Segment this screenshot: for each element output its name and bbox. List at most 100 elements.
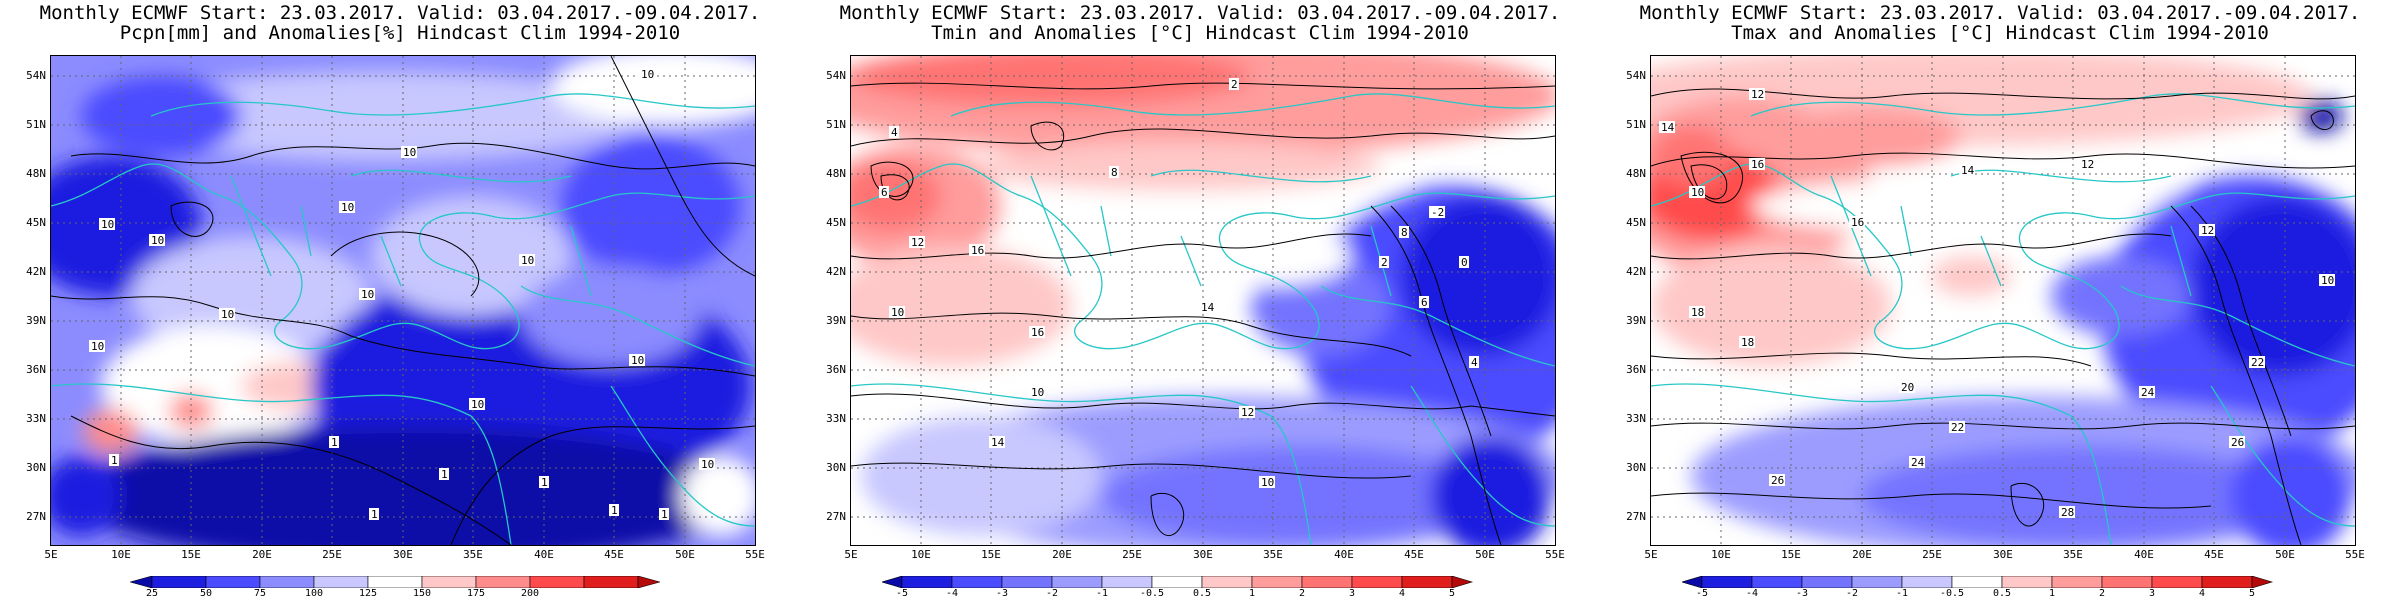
- colorbar-label: -0.5: [1939, 588, 1965, 599]
- lat-label: 48N: [26, 167, 46, 180]
- contour-label: 1: [371, 508, 378, 521]
- contour-label: 10: [701, 458, 714, 471]
- contour-label: 10: [151, 234, 164, 247]
- lat-label: 33N: [826, 412, 846, 425]
- contour-label: 10: [1691, 186, 1704, 199]
- lat-label: 39N: [1626, 314, 1646, 327]
- panel-title-line1: Monthly ECMWF Start: 23.03.2017. Valid: …: [39, 2, 761, 24]
- contour-label: 10: [2321, 274, 2334, 287]
- colorbar-label: -5: [895, 588, 909, 599]
- colorbar-label: -3: [1795, 588, 1809, 599]
- lon-label: 50E: [2275, 548, 2295, 561]
- contour-label: 12: [2201, 224, 2214, 237]
- contour-label: 16: [1031, 326, 1044, 339]
- contour-label: 6: [881, 186, 888, 199]
- contour-label: -2: [1431, 206, 1444, 219]
- lon-label: 55E: [745, 548, 765, 561]
- lon-label: 20E: [252, 548, 272, 561]
- panel-title-line2: Pcpn[mm] and Anomalies[%] Hindcast Clim …: [119, 22, 681, 44]
- lon-label: 35E: [1263, 548, 1283, 561]
- contour-label: 1: [441, 468, 448, 481]
- colorbar-label: 75: [253, 588, 267, 599]
- coastlines: [51, 93, 755, 545]
- contour-label: 10: [341, 201, 354, 214]
- contour-label: 26: [2231, 436, 2244, 449]
- contour-label: 14: [1661, 121, 1675, 134]
- contours: [851, 82, 1555, 545]
- lat-label: 27N: [826, 510, 846, 523]
- colorbar-label: -4: [945, 588, 959, 599]
- lat-label: 51N: [26, 118, 46, 131]
- lat-label: 51N: [1626, 118, 1646, 131]
- lon-label: 25E: [322, 548, 342, 561]
- lat-label: 45N: [26, 216, 46, 229]
- colorbar-label: 1: [2048, 588, 2056, 599]
- lat-label: 42N: [26, 265, 46, 278]
- lat-label: 54N: [26, 69, 46, 82]
- colorbar-label: 2: [1298, 588, 1306, 599]
- contour-labels: 12 14 16 10 12 18 20 22 24 26 28 10 12 1…: [1659, 88, 2335, 519]
- contour-label: 10: [403, 146, 416, 159]
- contour-label: 6: [1421, 296, 1428, 309]
- lon-label: 35E: [463, 548, 483, 561]
- map-canvas: 2 4 6 8 10 12 14 16 10 12 16 14 10 8 6 4…: [851, 56, 1555, 545]
- colorbar-label: -1: [1895, 588, 1909, 599]
- lon-label: 40E: [1334, 548, 1354, 561]
- contour-label: 14: [991, 436, 1005, 449]
- lat-label: 51N: [826, 118, 846, 131]
- coastlines: [1651, 93, 2355, 545]
- contour-label: 10: [891, 306, 904, 319]
- colorbar-label: 1: [1248, 588, 1256, 599]
- contours: [51, 56, 755, 545]
- lat-label: 33N: [26, 412, 46, 425]
- contour-label: 16: [1751, 158, 1764, 171]
- contour-label: 18: [1691, 306, 1704, 319]
- contour-label: 1: [331, 436, 338, 449]
- lat-label: 45N: [1626, 216, 1646, 229]
- contour-label: 2: [1381, 256, 1388, 269]
- lat-label: 36N: [1626, 363, 1646, 376]
- lon-label: 20E: [1052, 548, 1072, 561]
- contours: [1651, 88, 2355, 545]
- contour-label: 4: [1471, 356, 1478, 369]
- lon-label: 50E: [1475, 548, 1495, 561]
- map-canvas: 12 14 16 10 12 18 20 22 24 26 28 10 12 1…: [1651, 56, 2355, 545]
- lat-label: 48N: [1626, 167, 1646, 180]
- colorbar-label: -2: [1045, 588, 1059, 599]
- colorbar-label: -3: [995, 588, 1009, 599]
- panel-title-line1: Monthly ECMWF Start: 23.03.2017. Valid: …: [839, 2, 1561, 24]
- colorbar-label: 25: [145, 588, 159, 599]
- lat-label: 42N: [826, 265, 846, 278]
- lon-label: 40E: [534, 548, 554, 561]
- contour-label: 0: [1461, 256, 1468, 269]
- lon-label: 30E: [1193, 548, 1213, 561]
- contour-label: 24: [2141, 386, 2155, 399]
- contour-label: 2: [1231, 78, 1238, 91]
- panel-title-line1: Monthly ECMWF Start: 23.03.2017. Valid: …: [1639, 2, 2361, 24]
- panel-title-line2: Tmin and Anomalies [°C] Hindcast Clim 19…: [931, 22, 1469, 44]
- contour-label: 26: [1771, 474, 1784, 487]
- colorbar-label: -4: [1745, 588, 1759, 599]
- lat-label: 48N: [826, 167, 846, 180]
- contour-label: 10: [361, 288, 374, 301]
- lat-label: 30N: [1626, 461, 1646, 474]
- contour-label: 12: [1241, 406, 1254, 419]
- colorbar-label: -2: [1845, 588, 1859, 599]
- colorbar-label: 5: [1448, 588, 1456, 599]
- colorbar-label: 0.5: [1992, 588, 2012, 599]
- lat-label: 33N: [1626, 412, 1646, 425]
- colorbar: [1682, 576, 2274, 588]
- lat-label: 36N: [826, 363, 846, 376]
- contour-label: 28: [2061, 506, 2074, 519]
- lon-label: 40E: [2134, 548, 2154, 561]
- contour-label: 1: [661, 508, 668, 521]
- lat-label: 27N: [1626, 510, 1646, 523]
- colorbar-label: 4: [1398, 588, 1406, 599]
- lat-label: 39N: [26, 314, 46, 327]
- colorbar-label: -0.5: [1139, 588, 1165, 599]
- contour-label: 22: [1951, 421, 1964, 434]
- lat-label: 30N: [826, 461, 846, 474]
- contour-label: 12: [2081, 158, 2094, 171]
- contour-label: 24: [1911, 456, 1925, 469]
- lon-label: 20E: [1852, 548, 1872, 561]
